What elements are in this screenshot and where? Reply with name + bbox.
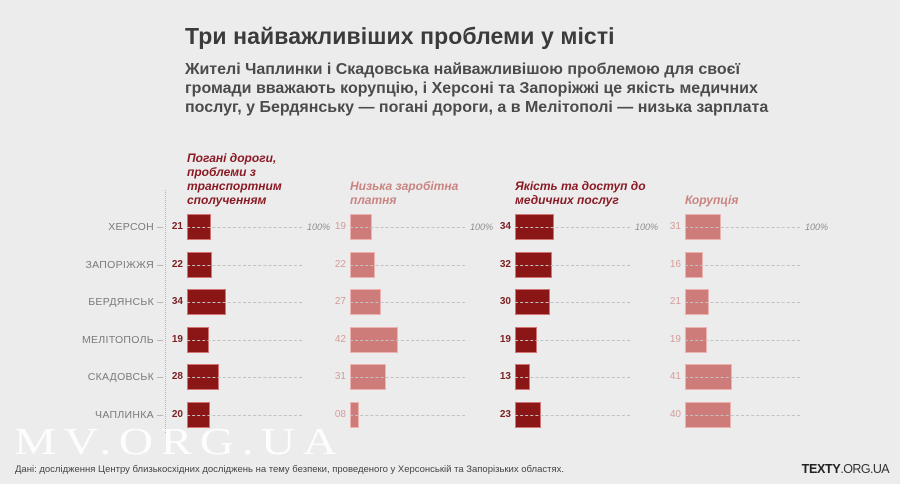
category-label: ЗАПОРІЖЖЯ [85,258,154,271]
value-label: 31 [334,371,346,382]
category-label: СКАДОВСЬК [87,371,154,383]
value-label: 27 [334,296,346,307]
category-label: БЕРДЯНСЬК [88,296,154,308]
value-label: 30 [499,296,511,307]
series-header-line: транспортним [187,179,282,193]
value-label: 34 [499,221,511,232]
guide-line [685,339,800,341]
max-value-label: 100% [635,222,659,232]
value-label: 21 [171,221,183,232]
guide-line [685,377,800,378]
value-label: 31 [669,221,681,232]
guide-line [350,414,465,416]
category-label: МЕЛІТОПОЛЬ [81,333,154,346]
value-label: 40 [669,408,681,420]
value-label: 41 [669,371,681,382]
axis-tick [157,302,163,303]
value-label: 16 [669,258,681,270]
series-header-line: Погані дороги, [187,151,277,165]
value-label: 42 [334,333,346,345]
value-label: 22 [334,258,346,270]
max-value-label: 100% [307,222,331,232]
category-label: ХЕРСОН [108,221,154,233]
series-header-line: платня [350,193,397,207]
axis-tick [157,264,163,266]
value-label: 21 [669,296,681,307]
guide-line [350,377,465,378]
value-label: 19 [499,333,511,345]
guide-line [187,302,302,303]
max-value-label: 100% [805,222,829,232]
guide-line [515,302,630,303]
value-label: 08 [334,408,346,420]
subtitle-line: громади вважають корупцію, і Херсоні та … [185,80,758,97]
guide-line [685,264,800,266]
value-label: 19 [171,333,183,345]
value-label: 22 [171,258,183,270]
series-header-line: сполученням [187,193,267,207]
brand-logo: TEXTY.ORG.UA [801,462,890,476]
guide-line [187,227,302,228]
guide-line [350,264,465,266]
guide-line [685,414,800,416]
axis-tick [157,339,163,341]
page-title: Три найважливіших проблеми у місті [185,23,615,49]
guide-line [515,227,630,228]
category-label: ЧАПЛИНКА [95,408,154,421]
guide-line [187,377,302,378]
value-label: 32 [499,258,511,270]
subtitle-line: послуг, у Бердянську — погані дороги, а … [185,99,769,116]
guide-line [350,302,465,303]
brand-bold: TEXTY [801,462,841,476]
subtitle-line: Жителі Чаплинки і Скадовська найважливіш… [185,61,740,78]
brand-light: .ORG.UA [840,462,889,476]
value-label: 20 [171,408,183,420]
value-label: 34 [171,296,183,307]
value-label: 23 [499,408,511,420]
guide-line [350,227,465,228]
guide-line [685,227,800,228]
guide-line [515,264,630,266]
watermark: MV.ORG.UA [14,421,345,463]
source-note: Дані: дослідження Центру близькосхідних … [15,464,565,475]
guide-line [515,414,630,416]
axis-tick [157,414,163,416]
value-label: 19 [334,221,346,232]
category-axis-line [165,190,166,433]
value-label: 13 [499,371,511,382]
series-header-line: Низька заробітна [350,179,459,193]
guide-line [685,302,800,303]
series-header-line: медичних послуг [515,193,619,207]
guide-line [187,339,302,341]
subtitle: Жителі Чаплинки і Скадовська найважливіш… [185,60,768,117]
value-label: 19 [669,333,681,345]
guide-line [515,339,630,341]
guide-line [515,377,630,378]
series-header-line: Якість та доступ до [515,179,646,193]
guide-line [350,339,465,341]
axis-tick [157,377,163,378]
axis-tick [157,227,163,228]
guide-line [187,264,302,266]
max-value-label: 100% [470,222,494,232]
guide-line [187,414,302,416]
series-header-line: проблеми з [187,165,256,179]
series-header-line: Корупція [685,193,739,207]
value-label: 28 [171,371,183,382]
